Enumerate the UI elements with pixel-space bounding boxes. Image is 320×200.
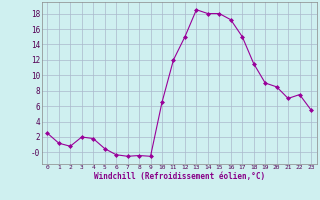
X-axis label: Windchill (Refroidissement éolien,°C): Windchill (Refroidissement éolien,°C) [94, 172, 265, 181]
